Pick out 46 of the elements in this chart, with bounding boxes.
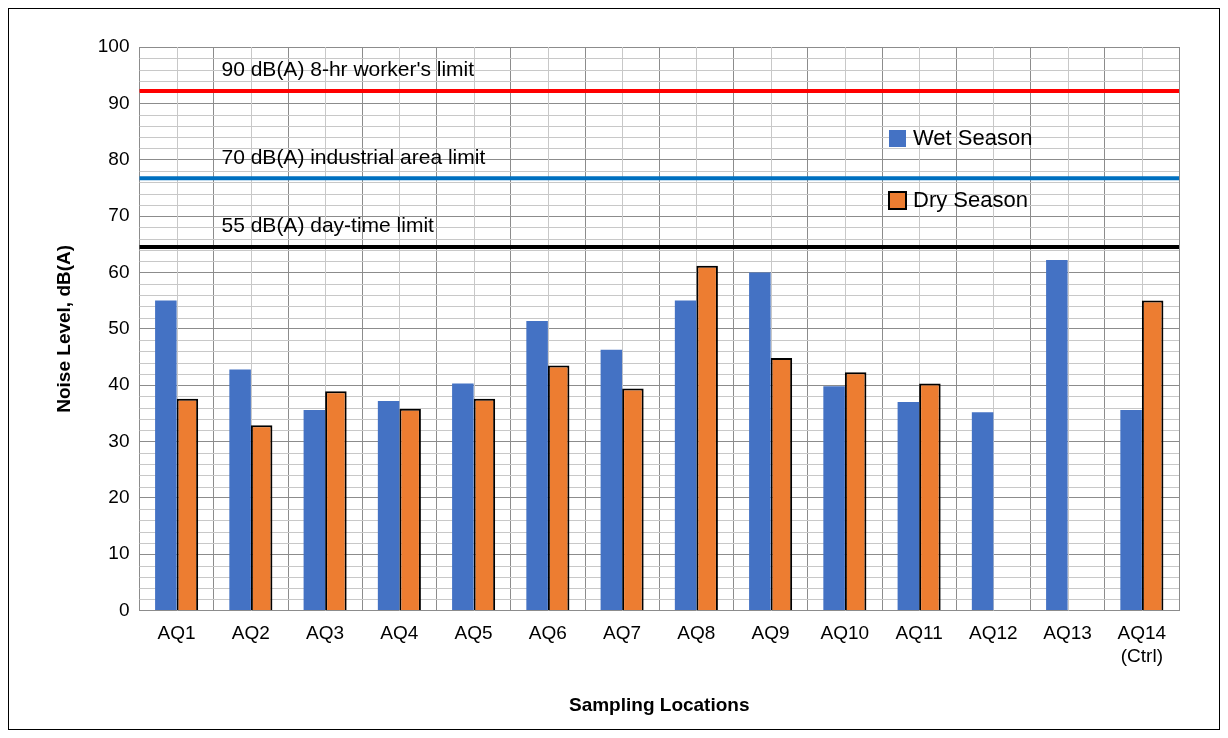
y-tick-label: 100 bbox=[97, 35, 130, 57]
bar bbox=[229, 369, 251, 611]
ref-line-label: 90 dB(A) 8-hr worker's limit bbox=[221, 57, 475, 81]
x-tick-label: AQ12 bbox=[969, 622, 1018, 644]
bar bbox=[1120, 409, 1142, 611]
x-tick-label: AQ7 bbox=[603, 622, 642, 644]
x-tick-label: AQ4 bbox=[380, 622, 419, 644]
x-tick-label: AQ9 bbox=[751, 622, 790, 644]
x-tick-label: AQ2 bbox=[231, 622, 270, 644]
y-tick-label: 80 bbox=[108, 147, 130, 169]
bar bbox=[526, 320, 548, 611]
bar bbox=[155, 300, 177, 611]
y-tick-label: 10 bbox=[108, 542, 130, 564]
x-tick-label: AQ8 bbox=[677, 622, 716, 644]
bar bbox=[1046, 260, 1068, 611]
x-axis-title: Sampling Locations bbox=[568, 693, 750, 715]
x-tick-label: AQ1 bbox=[157, 622, 196, 644]
y-tick-label: 50 bbox=[108, 317, 130, 339]
x-tick-label: AQ6 bbox=[528, 622, 567, 644]
bar bbox=[377, 400, 400, 611]
y-tick-label: 70 bbox=[108, 204, 130, 226]
ref-line-label: 55 dB(A) day-time limit bbox=[221, 213, 435, 237]
legend-label: Dry Season bbox=[913, 187, 1028, 213]
bar bbox=[452, 383, 474, 611]
bar bbox=[971, 412, 994, 611]
y-tick-label: 60 bbox=[108, 260, 130, 282]
x-tick-label: AQ5 bbox=[454, 622, 493, 644]
bar bbox=[897, 402, 920, 611]
y-axis-title: Noise Level, dB(A) bbox=[52, 244, 74, 413]
ref-line-label: 70 dB(A) industrial area limit bbox=[221, 144, 486, 168]
y-tick-label: 0 bbox=[118, 598, 130, 620]
bar bbox=[600, 349, 623, 611]
bar bbox=[823, 386, 845, 611]
legend-label: Wet Season bbox=[913, 125, 1033, 151]
x-tick-label: AQ10 bbox=[820, 622, 870, 644]
bar bbox=[303, 409, 326, 611]
x-tick-label: AQ11 bbox=[895, 622, 943, 644]
x-tick-label: AQ14 (Ctrl) bbox=[1117, 622, 1167, 667]
x-tick-label: AQ13 bbox=[1043, 622, 1092, 644]
y-tick-label: 30 bbox=[108, 429, 130, 451]
x-tick-label: AQ3 bbox=[306, 622, 345, 644]
y-tick-label: 90 bbox=[108, 91, 130, 113]
y-tick-label: 40 bbox=[108, 373, 130, 395]
y-tick-label: 20 bbox=[108, 486, 130, 508]
bar bbox=[749, 272, 771, 611]
bar bbox=[674, 300, 697, 611]
